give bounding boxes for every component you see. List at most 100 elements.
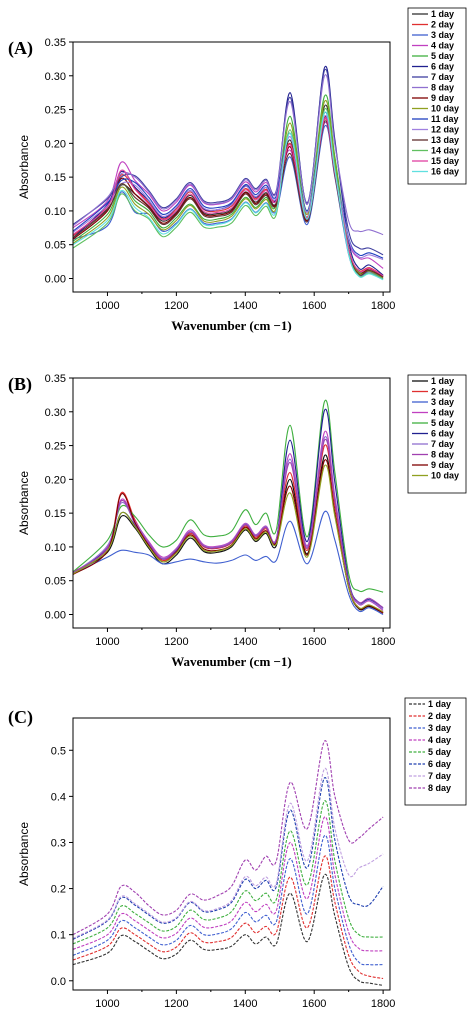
- series-line-10: [72, 464, 384, 613]
- series-line-5: [72, 94, 384, 278]
- panel-a: (A) 1000 1200 1400 1600 1800 0.00 0.05 0.10 0.15 0…: [8, 7, 467, 333]
- x-tick-label: 1800: [371, 300, 395, 312]
- legend-label: 5 day: [431, 51, 454, 61]
- panel-c: (C) 1000 1200 1400 1600 1800 0.0 0.1 0.2 0.3 0.4 0.…: [8, 697, 467, 1019]
- legend-label: 14 day: [431, 146, 459, 156]
- series-line-5: [72, 399, 384, 593]
- y-tick-label: 0.15: [45, 172, 66, 184]
- series-line-8: [72, 740, 384, 936]
- x-tick-label: 1400: [233, 300, 257, 312]
- series-line-6: [72, 777, 384, 940]
- legend-label: 6 day: [431, 429, 454, 439]
- series-line-1: [72, 874, 384, 986]
- y-tick-label: 0.35: [45, 373, 66, 385]
- y-tick-label: 0.2: [51, 884, 66, 896]
- legend-label: 13 day: [431, 135, 459, 145]
- x-tick-label: 1800: [371, 998, 395, 1010]
- x-tick-label: 1200: [164, 636, 188, 648]
- legend-label: 2 day: [428, 711, 451, 721]
- legend-label: 16 day: [431, 167, 459, 177]
- series-line-7: [72, 768, 384, 939]
- series-line-2: [72, 855, 384, 980]
- legend-label: 5 day: [428, 747, 451, 757]
- y-tick-label: 0.4: [51, 791, 66, 803]
- series-line-13: [72, 120, 384, 278]
- series-line-5: [72, 800, 384, 945]
- legend-label: 9 day: [431, 460, 454, 470]
- y-tick-label: 0.1: [51, 930, 66, 942]
- legend-label: 11 day: [431, 114, 459, 124]
- legend-label: 8 day: [428, 783, 451, 793]
- x-tick-label: 1000: [95, 998, 119, 1010]
- legend-label: 12 day: [431, 125, 459, 135]
- series-line-2: [72, 444, 384, 613]
- plot-frame: [72, 377, 391, 629]
- y-tick-label: 0.35: [45, 37, 66, 49]
- legend-label: 7 day: [431, 72, 454, 82]
- x-tick-label: 1800: [371, 636, 395, 648]
- y-axis-title: Absorbance: [17, 822, 31, 886]
- series-line-3: [72, 510, 384, 615]
- legend-label: 10 day: [431, 104, 459, 114]
- x-tick-label: 1200: [164, 998, 188, 1010]
- x-tick-label: 1200: [164, 300, 188, 312]
- x-tick-label: 1000: [95, 636, 119, 648]
- y-tick-label: 0.00: [45, 273, 66, 285]
- x-tick-label: 1400: [233, 636, 257, 648]
- y-tick-label: 0.25: [45, 441, 66, 453]
- y-tick-label: 0.30: [45, 407, 66, 419]
- panel-label: (A): [8, 38, 33, 59]
- legend-label: 4 day: [428, 735, 451, 745]
- x-tick-label: 1600: [302, 998, 326, 1010]
- y-axis-title: Absorbance: [17, 135, 31, 199]
- legend-label: 8 day: [431, 83, 454, 93]
- x-tick-label: 1000: [95, 300, 119, 312]
- legend-label: 4 day: [431, 41, 454, 51]
- legend: 1 day 2 day 3 day 4 day 5 day 6 day 7 day 8 day: [404, 697, 467, 806]
- y-tick-label: 0.05: [45, 576, 66, 588]
- x-axis-title: Wavenumber (cm −1): [171, 1016, 292, 1019]
- legend-label: 3 day: [431, 30, 454, 40]
- y-tick-label: 0.10: [45, 542, 66, 554]
- x-axis-title: Wavenumber (cm −1): [171, 654, 292, 669]
- legend-label: 3 day: [428, 723, 451, 733]
- legend-label: 8 day: [431, 450, 454, 460]
- y-tick-label: 0.20: [45, 474, 66, 486]
- legend-label: 1 day: [431, 9, 454, 19]
- legend-label: 4 day: [431, 408, 454, 418]
- legend-label: 9 day: [431, 93, 454, 103]
- x-axis-title: Wavenumber (cm −1): [171, 318, 292, 333]
- series-line-4: [72, 816, 384, 952]
- series-line-7: [72, 68, 384, 256]
- legend-label: 7 day: [431, 439, 454, 449]
- plot-frame: [72, 717, 391, 991]
- legend-label: 15 day: [431, 156, 459, 166]
- series-line-8: [72, 74, 384, 236]
- legend-label: 5 day: [431, 418, 454, 428]
- legend-label: 6 day: [428, 759, 451, 769]
- legend-label: 1 day: [431, 376, 454, 386]
- series-line-16: [72, 111, 384, 281]
- legend-label: 3 day: [431, 397, 454, 407]
- y-tick-label: 0.25: [45, 105, 66, 117]
- legend-box: [407, 7, 467, 185]
- legend-label: 6 day: [431, 62, 454, 72]
- x-tick-label: 1400: [233, 998, 257, 1010]
- y-axis-title: Absorbance: [17, 471, 31, 535]
- series-line-3: [72, 835, 384, 966]
- panel-label: (C): [8, 707, 33, 728]
- y-tick-label: 0.20: [45, 138, 66, 150]
- y-tick-label: 0.00: [45, 609, 66, 621]
- legend-label: 2 day: [431, 387, 454, 397]
- x-tick-label: 1600: [302, 636, 326, 648]
- y-tick-label: 0.0: [51, 976, 66, 988]
- y-tick-label: 0.3: [51, 837, 66, 849]
- y-tick-label: 0.05: [45, 240, 66, 252]
- y-tick-label: 0.10: [45, 206, 66, 218]
- legend-label: 7 day: [428, 771, 451, 781]
- series-line-2: [72, 118, 384, 277]
- legend-label: 2 day: [431, 20, 454, 30]
